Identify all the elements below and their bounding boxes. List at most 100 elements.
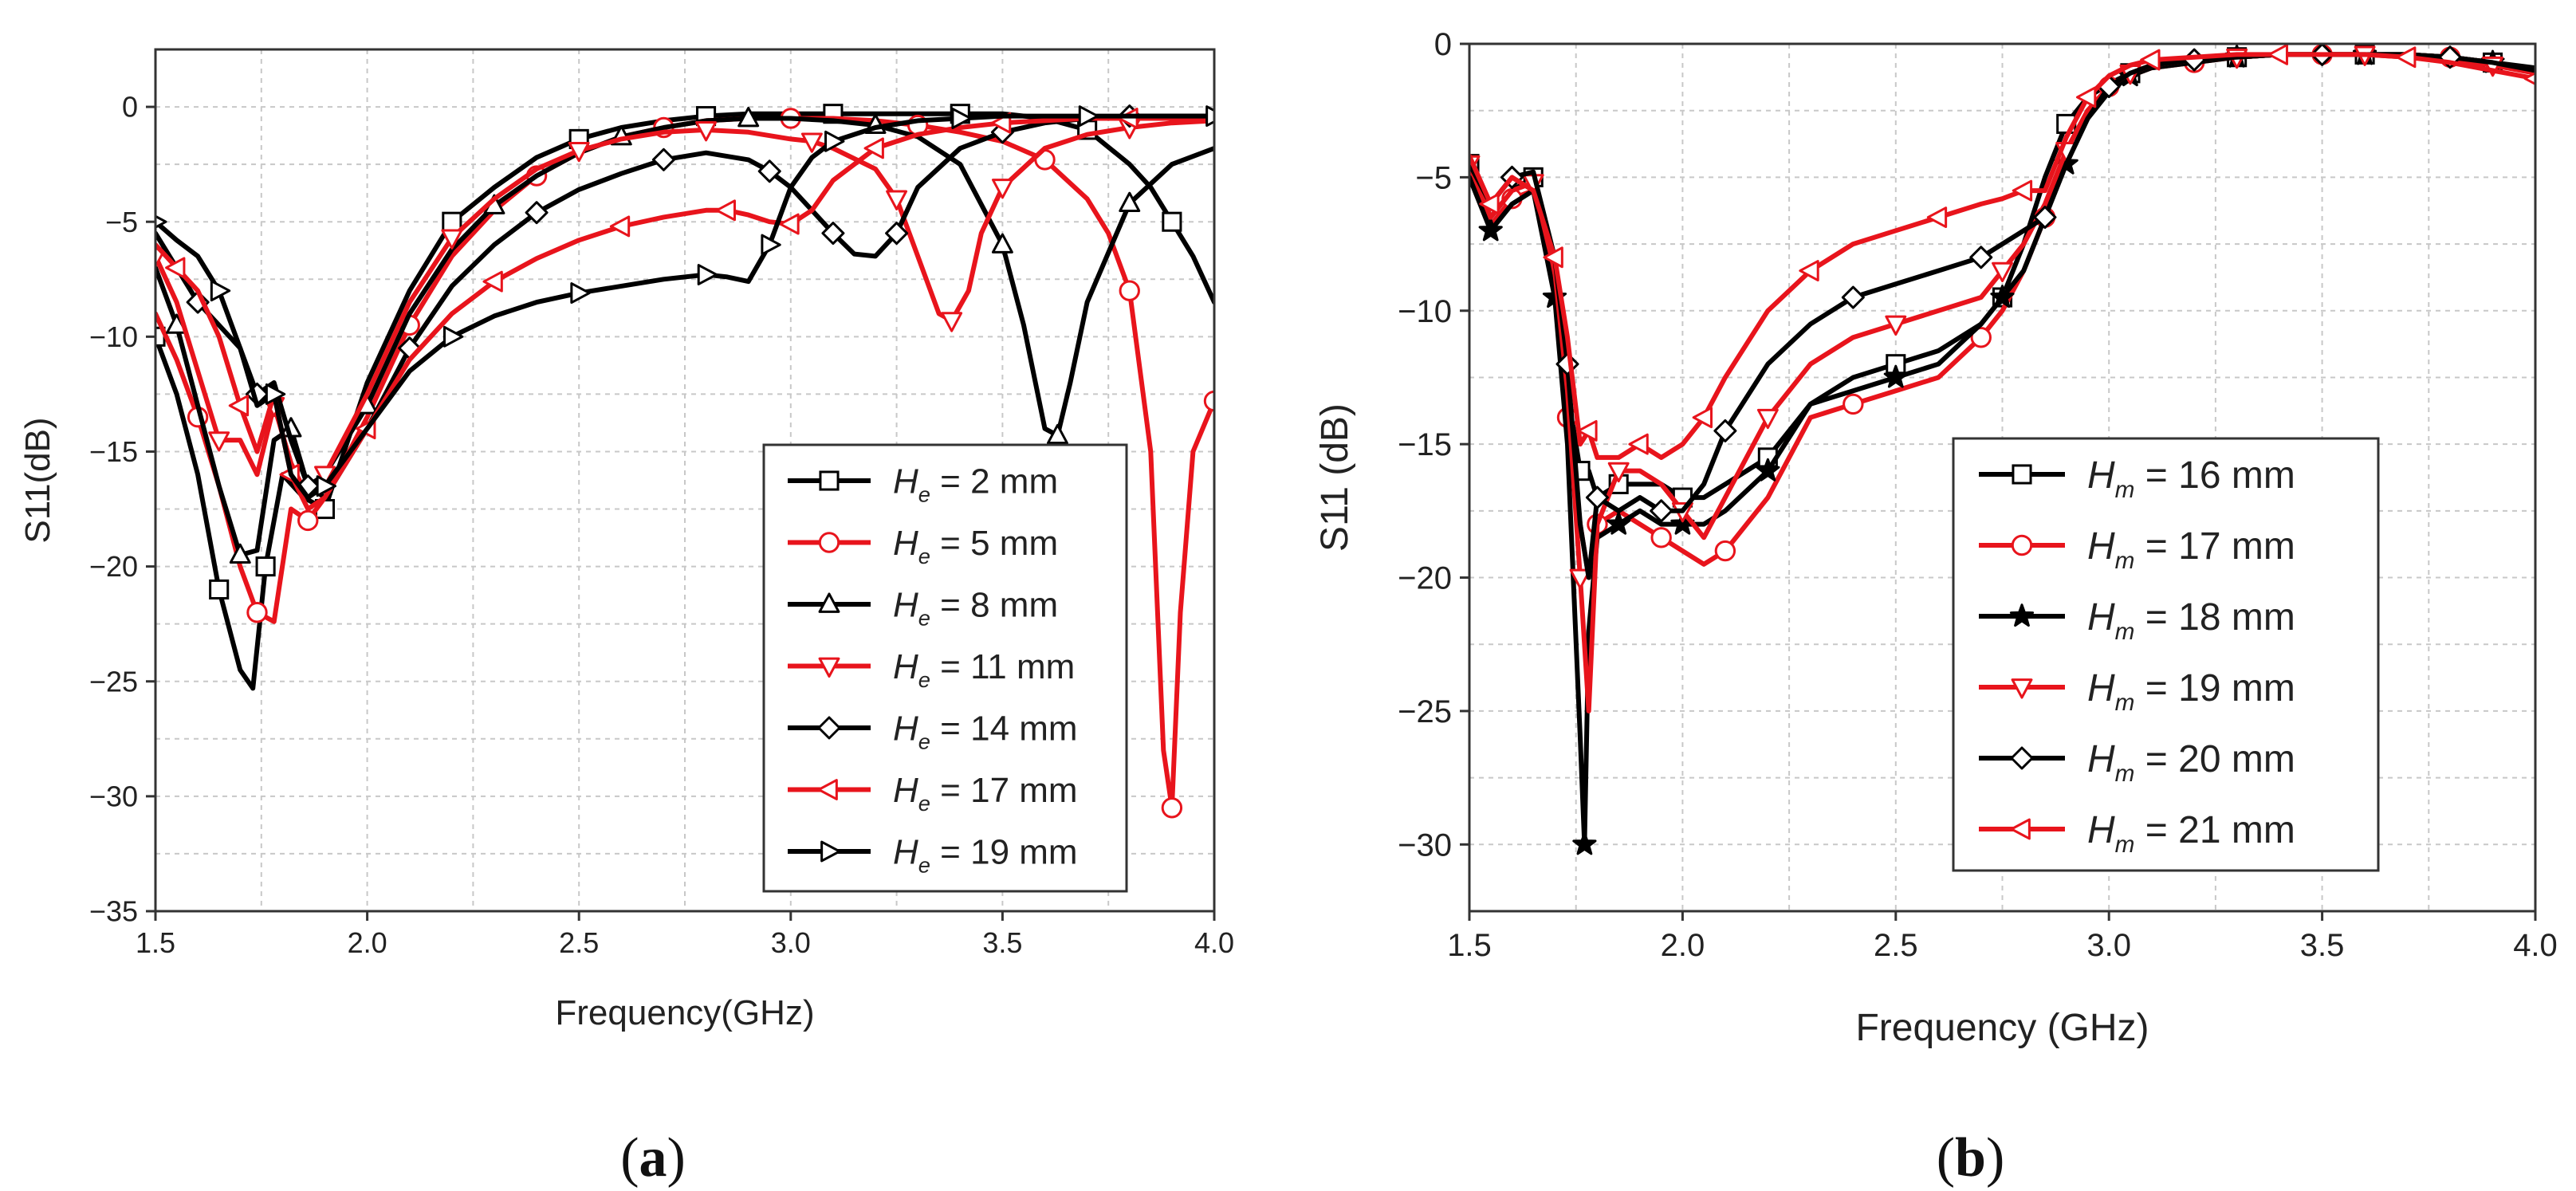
legend-value: = 20 mm — [2134, 738, 2295, 780]
y-tick-label: −35 — [89, 895, 138, 928]
data-point — [941, 312, 963, 332]
data-point — [695, 121, 718, 142]
legend-subscript: m — [2115, 690, 2135, 716]
legend-value: = 5 mm — [930, 524, 1058, 563]
legend-value: = 17 mm — [930, 771, 1078, 810]
data-point — [1119, 280, 1140, 301]
x-tick-label: 1.5 — [1447, 928, 1492, 963]
legend-label: He = 11 mm — [893, 647, 1075, 692]
data-point — [1572, 831, 1597, 855]
legend-var: H — [2087, 454, 2115, 497]
data-point — [800, 132, 823, 153]
series-line — [155, 116, 1214, 512]
data-point — [2438, 45, 2462, 69]
legend-var: H — [2087, 809, 2115, 851]
data-point — [570, 282, 591, 305]
caption-paren-close: ) — [1986, 1127, 2004, 1189]
legend-label: Hm = 19 mm — [2087, 667, 2295, 716]
legend-label: He = 14 mm — [893, 709, 1078, 753]
y-tick-label: 0 — [1434, 27, 1452, 62]
data-point — [1990, 285, 2015, 309]
x-tick-label: 4.0 — [2513, 928, 2558, 963]
legend-label: Hm = 20 mm — [2087, 738, 2295, 787]
legend-marker — [2010, 746, 2034, 770]
legend-subscript: m — [2115, 831, 2135, 858]
x-tick-label: 1.5 — [136, 926, 175, 959]
chart-panel-a: 1.5 2.0 2.5 3.0 3.5 4.0 0 −5 −10 −15 −20 −25 −30 −35 F… — [18, 48, 1234, 1189]
legend-marker — [818, 657, 840, 678]
caption-paren-open: ( — [620, 1127, 639, 1189]
data-point — [697, 264, 718, 285]
chart-panel-b: 1.5 2.0 2.5 3.0 3.5 4.0 0 −5 −10 −15 −20 −25 −30 Freq… — [1314, 27, 2558, 1189]
legend-label: He = 8 mm — [893, 585, 1058, 630]
legend-marker — [2012, 464, 2032, 485]
legend-var: H — [893, 462, 918, 501]
data-point — [1078, 105, 1099, 128]
data-point — [229, 543, 251, 564]
legend-subscript: m — [2115, 619, 2135, 645]
data-point — [246, 602, 268, 623]
data-point — [2033, 206, 2057, 230]
y-tick-label: −5 — [105, 206, 138, 238]
plot-area — [155, 104, 1214, 819]
legend-marker — [818, 592, 840, 613]
data-point — [1841, 285, 1865, 309]
data-point — [165, 257, 186, 279]
legend-entry: He = 17 mm — [788, 771, 1078, 816]
data-point — [482, 270, 503, 293]
data-point — [316, 475, 336, 497]
legend-entry: He = 5 mm — [788, 524, 1058, 568]
legend-marker — [2010, 818, 2031, 840]
data-point — [1756, 458, 1780, 482]
legend-value: = 19 mm — [2134, 667, 2295, 709]
y-tick-label: −20 — [1398, 561, 1452, 596]
x-tick-label: 2.5 — [559, 926, 599, 959]
y-axis-label: S11 (dB) — [1314, 403, 1356, 552]
legend-label: Hm = 16 mm — [2087, 454, 2295, 503]
data-point — [2075, 86, 2097, 108]
data-point — [442, 325, 464, 348]
y-tick-label: −15 — [89, 435, 138, 468]
legend-marker — [817, 779, 838, 800]
legend-var: H — [893, 771, 918, 810]
legend-marker — [819, 470, 840, 491]
data-point — [1713, 419, 1737, 442]
legend-subscript: e — [918, 791, 930, 816]
legend-label: Hm = 18 mm — [2087, 596, 2295, 645]
data-point — [442, 211, 462, 232]
legend-var: H — [2087, 667, 2115, 709]
data-point — [1650, 527, 1672, 548]
legend-entry: He = 14 mm — [788, 709, 1078, 753]
legend-subscript: e — [918, 605, 930, 630]
legend-subscript: e — [918, 544, 930, 568]
y-tick-label: −25 — [89, 665, 138, 698]
legend-box — [1952, 437, 2380, 872]
y-axis-label: S11(dB) — [18, 417, 57, 543]
data-point — [1714, 540, 1736, 562]
legend-marker — [820, 840, 841, 863]
series-4 — [155, 118, 1214, 501]
data-point — [821, 222, 845, 246]
data-point — [525, 201, 549, 225]
data-point — [208, 431, 230, 452]
data-point — [155, 214, 167, 229]
data-point — [1577, 419, 1598, 442]
legend-var: H — [2087, 738, 2115, 780]
legend-entry: Hm = 21 mm — [1979, 809, 2295, 858]
data-point — [1992, 261, 2013, 283]
data-point — [441, 229, 463, 250]
data-point — [1883, 364, 1908, 388]
data-point — [1799, 260, 1819, 282]
legend-marker — [2011, 534, 2033, 556]
legend-subscript: e — [918, 667, 930, 692]
data-point — [1843, 393, 1864, 415]
x-axis-label: Frequency (GHz) — [1855, 1007, 2149, 1049]
x-tick-label: 3.5 — [2300, 928, 2345, 963]
data-point — [1162, 211, 1182, 232]
legend-value: = 17 mm — [2134, 525, 2295, 568]
x-tick-label: 2.0 — [1661, 928, 1705, 963]
legend-value: = 21 mm — [2134, 809, 2295, 851]
legend-var: H — [893, 709, 918, 748]
data-point — [2267, 44, 2288, 65]
legend-subscript: e — [918, 729, 930, 753]
